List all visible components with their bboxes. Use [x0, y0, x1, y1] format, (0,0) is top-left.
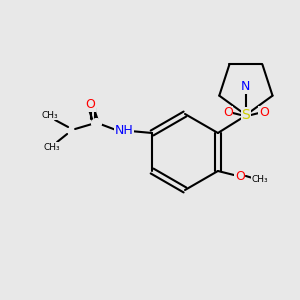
Text: N: N [241, 80, 250, 94]
Text: CH₃: CH₃ [42, 110, 58, 119]
Text: O: O [85, 98, 95, 112]
Text: N: N [241, 80, 250, 94]
Text: NH: NH [115, 124, 134, 137]
Text: O: O [223, 106, 233, 119]
Text: O: O [235, 169, 245, 182]
Text: S: S [242, 108, 250, 122]
Text: O: O [259, 106, 269, 119]
Text: CH₃: CH₃ [252, 175, 268, 184]
Text: CH₃: CH₃ [44, 142, 60, 152]
Text: O: O [85, 98, 95, 112]
